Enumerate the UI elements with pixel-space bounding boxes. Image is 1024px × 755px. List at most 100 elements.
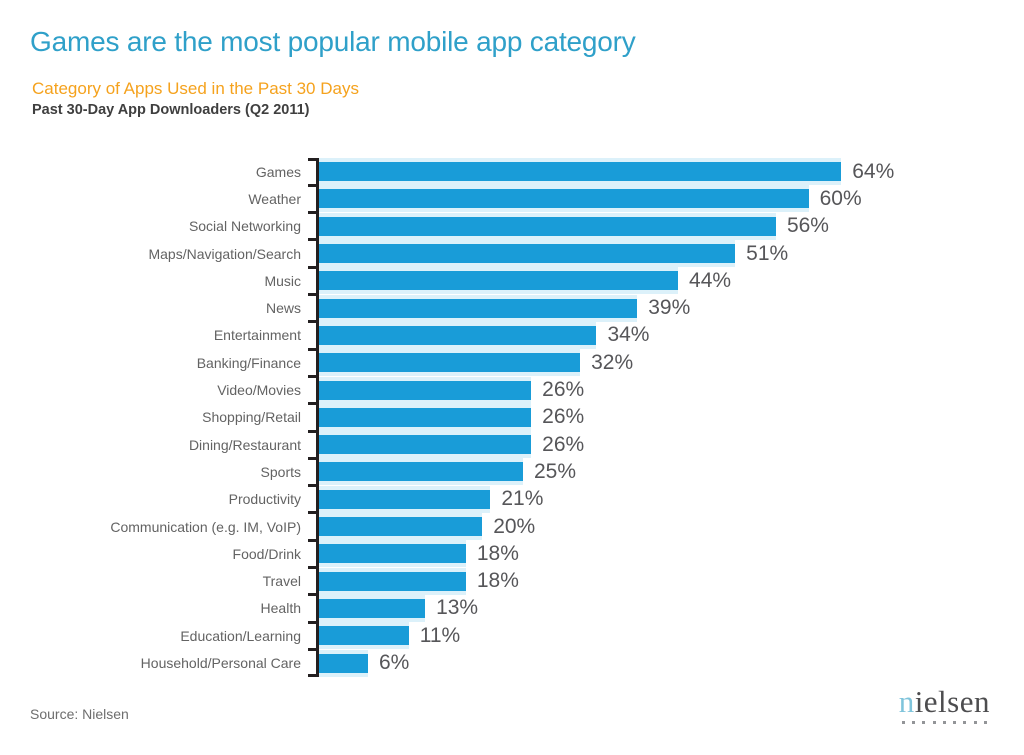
axis-tick xyxy=(308,456,317,460)
value-label: 21% xyxy=(501,487,544,511)
bar xyxy=(319,513,483,541)
population-note: Past 30-Day App Downloaders (Q2 2011) xyxy=(32,102,310,118)
bar-row: Health 13% xyxy=(30,594,994,622)
value-label: 26% xyxy=(542,432,585,456)
bar-row: Sports 25% xyxy=(30,458,994,486)
category-label: Health xyxy=(260,600,301,617)
bar-row: Banking/Finance 32% xyxy=(30,349,994,377)
value-label: 18% xyxy=(476,569,519,593)
bar xyxy=(319,622,409,650)
category-label: Video/Movies xyxy=(217,382,301,399)
bar-row: Food/Drink 18% xyxy=(30,540,994,568)
bar-row: Social Networking 56% xyxy=(30,212,994,240)
bar-row: Maps/Navigation/Search 51% xyxy=(30,240,994,268)
axis-tick xyxy=(308,402,317,406)
bar-row: Education/Learning 11% xyxy=(30,622,994,650)
axis-tick xyxy=(308,265,317,269)
bar-row: Travel 18% xyxy=(30,567,994,595)
value-label: 11% xyxy=(419,623,461,647)
bar xyxy=(319,458,523,486)
bar xyxy=(319,267,679,295)
category-label: Productivity xyxy=(228,491,301,508)
bar xyxy=(319,485,491,513)
category-label: Sports xyxy=(260,463,301,480)
axis-tick xyxy=(308,183,317,187)
category-label: Banking/Finance xyxy=(196,354,301,371)
logo-dot xyxy=(963,721,967,724)
category-label: Education/Learning xyxy=(180,627,301,644)
value-label: 18% xyxy=(476,541,519,565)
axis-tick xyxy=(308,566,317,569)
axis-tick xyxy=(308,374,317,378)
bar xyxy=(319,240,736,268)
category-label: Food/Drink xyxy=(232,545,301,562)
value-label: 25% xyxy=(534,459,577,483)
bar xyxy=(319,649,368,677)
bar-row: Music 44% xyxy=(30,267,994,295)
value-label: 32% xyxy=(591,350,634,374)
bar xyxy=(319,349,581,377)
bar xyxy=(319,431,532,459)
bar-chart: Games 64% Weather 60% Social Networking 56% Ma… xyxy=(30,158,994,677)
bar-row: Household/Personal Care 6% xyxy=(30,649,994,677)
logo-dot xyxy=(932,721,936,724)
nielsen-logo-dots xyxy=(899,721,990,724)
value-label: 39% xyxy=(648,296,691,320)
value-label: 20% xyxy=(493,514,536,538)
axis-tick xyxy=(308,620,317,624)
category-label: News xyxy=(265,300,301,317)
bar xyxy=(319,540,466,568)
axis-tick xyxy=(308,158,317,161)
bar xyxy=(319,212,776,240)
category-label: Maps/Navigation/Search xyxy=(148,245,301,262)
category-label: Communication (e.g. IM, VoIP) xyxy=(110,518,301,535)
category-label: Dining/Restaurant xyxy=(188,436,301,453)
page-title: Games are the most popular mobile app ca… xyxy=(30,26,636,57)
nielsen-logo-text: nielsen xyxy=(899,686,990,717)
nielsen-logo-n: n xyxy=(898,684,915,719)
bar xyxy=(319,321,597,349)
category-label: Shopping/Retail xyxy=(202,409,301,426)
logo-dot xyxy=(922,721,926,724)
value-label: 56% xyxy=(786,214,829,238)
bar xyxy=(319,158,842,186)
axis-tick xyxy=(308,347,317,351)
category-label: Weather xyxy=(248,190,301,207)
bar-row: Games 64% xyxy=(30,158,994,186)
value-label: 64% xyxy=(852,159,895,183)
y-axis-line xyxy=(316,158,319,677)
category-label: Games xyxy=(255,163,301,180)
axis-tick xyxy=(308,673,317,677)
bar xyxy=(319,376,532,404)
value-label: 44% xyxy=(689,268,732,292)
value-label: 26% xyxy=(542,378,585,402)
axis-tick xyxy=(308,293,317,296)
category-label: Travel xyxy=(262,573,301,590)
logo-dot xyxy=(942,721,946,724)
category-label: Music xyxy=(264,272,301,289)
bar-row: Shopping/Retail 26% xyxy=(30,403,994,431)
nielsen-logo-rest: ielsen xyxy=(914,684,990,719)
value-label: 26% xyxy=(542,405,585,429)
bar xyxy=(319,403,532,431)
logo-dot xyxy=(953,721,957,724)
axis-tick xyxy=(308,320,317,324)
value-label: 51% xyxy=(746,241,789,265)
bar-row: Weather 60% xyxy=(30,185,994,213)
nielsen-logo: nielsen xyxy=(899,686,990,724)
axis-tick xyxy=(308,238,317,242)
bar-row: Entertainment 34% xyxy=(30,321,994,349)
axis-tick xyxy=(308,538,317,542)
category-label: Household/Personal Care xyxy=(140,655,301,672)
source-note: Source: Nielsen xyxy=(30,706,129,722)
axis-tick xyxy=(308,593,317,597)
chart-subtitle: Category of Apps Used in the Past 30 Day… xyxy=(32,79,359,98)
bar-row: Dining/Restaurant 26% xyxy=(30,431,994,459)
axis-tick xyxy=(308,647,317,651)
bar-row: News 39% xyxy=(30,294,994,322)
bar xyxy=(319,594,426,622)
logo-dot xyxy=(983,721,987,724)
logo-dot xyxy=(973,721,977,724)
bar-row: Productivity 21% xyxy=(30,485,994,513)
logo-dot xyxy=(911,721,915,724)
